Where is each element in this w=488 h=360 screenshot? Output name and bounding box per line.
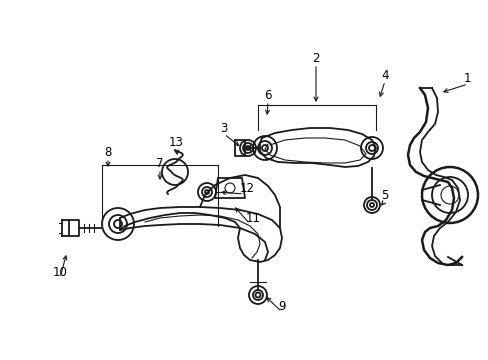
Text: 9: 9 bbox=[278, 300, 285, 312]
Text: 3: 3 bbox=[220, 122, 227, 135]
Text: 13: 13 bbox=[168, 135, 183, 149]
Text: 11: 11 bbox=[245, 212, 261, 225]
Text: 7: 7 bbox=[156, 157, 163, 170]
Text: 4: 4 bbox=[381, 68, 388, 81]
Text: 6: 6 bbox=[264, 89, 271, 102]
Text: 8: 8 bbox=[104, 145, 111, 158]
Text: 10: 10 bbox=[52, 266, 67, 279]
Text: 12: 12 bbox=[240, 181, 254, 194]
Text: 1: 1 bbox=[463, 72, 470, 85]
Text: 5: 5 bbox=[381, 189, 388, 202]
Text: 2: 2 bbox=[312, 51, 319, 64]
